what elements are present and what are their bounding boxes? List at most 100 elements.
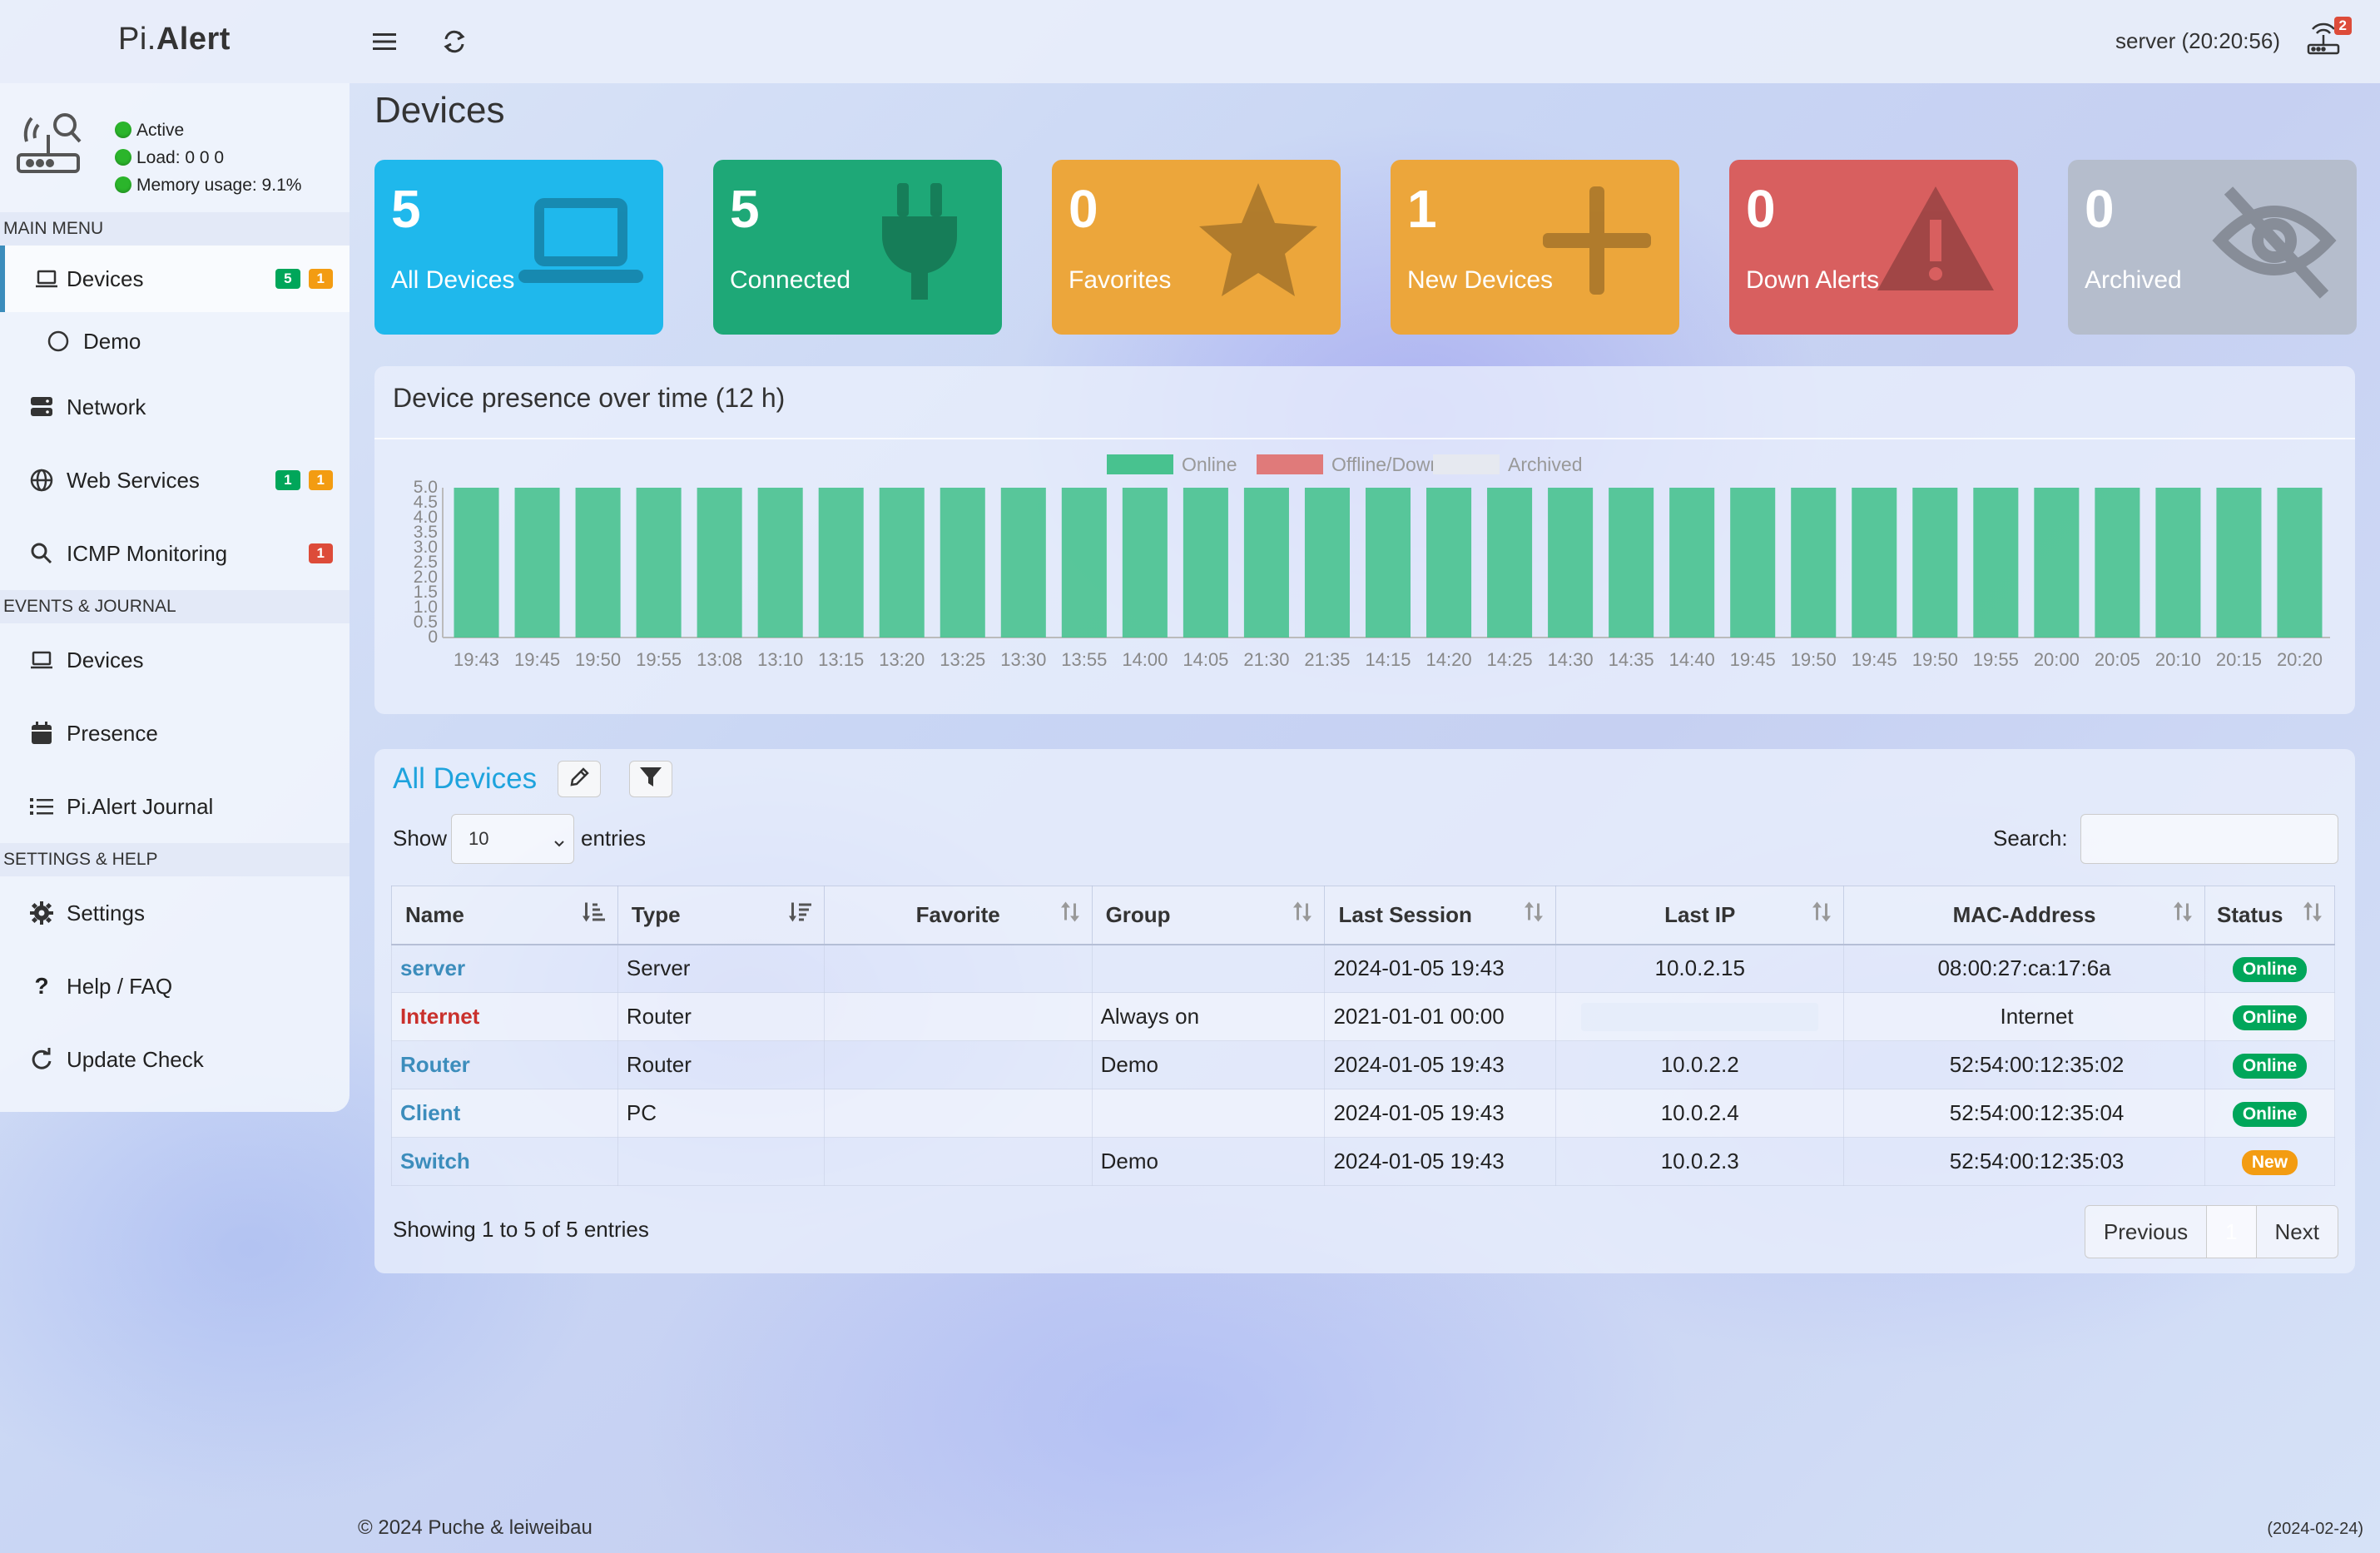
sort-icon bbox=[2303, 901, 2323, 929]
page-1-button[interactable]: 1 bbox=[2207, 1206, 2257, 1258]
y-tick-label: 3.5 bbox=[414, 523, 438, 542]
cell-type: Server bbox=[617, 944, 825, 993]
device-link[interactable]: Switch bbox=[400, 1149, 470, 1173]
laptop-icon bbox=[28, 647, 55, 673]
x-tick-label: 19:50 bbox=[575, 649, 621, 670]
col-type[interactable]: Type bbox=[617, 886, 825, 945]
cell-group bbox=[1091, 1089, 1326, 1138]
entries-select[interactable]: 10 bbox=[451, 814, 574, 864]
tile-connected[interactable]: 5 Connected bbox=[713, 160, 1002, 335]
cell-type: PC bbox=[617, 1089, 825, 1138]
col-mac-address[interactable]: MAC-Address bbox=[1843, 886, 2205, 945]
cell-type bbox=[617, 1137, 825, 1186]
filter-button[interactable] bbox=[629, 761, 672, 797]
sort-icon bbox=[1060, 901, 1080, 929]
table-row[interactable]: Switch Demo 2024-01-05 19:43 10.0.2.3 52… bbox=[391, 1137, 2336, 1186]
server-icon bbox=[28, 394, 55, 420]
search-input[interactable] bbox=[2080, 814, 2338, 864]
status-dot-icon bbox=[115, 122, 131, 138]
bar-online bbox=[1669, 488, 1715, 638]
refresh-icon[interactable] bbox=[438, 25, 471, 58]
x-tick-label: 14:40 bbox=[1669, 649, 1715, 670]
bar-online bbox=[454, 488, 499, 638]
sidebar-item-demo[interactable]: Demo bbox=[0, 312, 350, 370]
x-tick-label: 14:00 bbox=[1122, 649, 1168, 670]
bar-online bbox=[2155, 488, 2201, 638]
calendar-icon bbox=[28, 720, 55, 747]
x-tick-label: 14:30 bbox=[1548, 649, 1594, 670]
page-title: Devices bbox=[374, 90, 505, 131]
device-link[interactable]: server bbox=[400, 955, 466, 981]
tile-all-devices[interactable]: 5 All Devices bbox=[374, 160, 663, 335]
section-events-journal: EVENTS & JOURNAL bbox=[0, 590, 350, 623]
status-badge: Online bbox=[2232, 1054, 2308, 1079]
sidebar-item-devices[interactable]: Devices 5 1 bbox=[0, 246, 350, 312]
x-tick-label: 14:25 bbox=[1487, 649, 1533, 670]
col-last-ip[interactable]: Last IP bbox=[1555, 886, 1845, 945]
sidebar-item-settings[interactable]: Settings bbox=[0, 876, 350, 950]
presence-chart: Online Offline/Down Archived00.51.01.52.02… bbox=[414, 454, 2330, 670]
bar-online bbox=[818, 488, 864, 638]
x-tick-label: 19:55 bbox=[1973, 649, 2019, 670]
sidebar-item-web-services[interactable]: Web Services 1 1 bbox=[0, 444, 350, 517]
app-logo[interactable]: Pi.Alert bbox=[118, 22, 231, 57]
col-favorite[interactable]: Favorite bbox=[823, 886, 1093, 945]
tile-down-alerts[interactable]: 0 Down Alerts bbox=[1729, 160, 2018, 335]
status-load: Load: 0 0 0 bbox=[115, 144, 301, 171]
tile-archived[interactable]: 0 Archived bbox=[2068, 160, 2357, 335]
cell-group bbox=[1091, 944, 1326, 993]
table-row[interactable]: Internet Router Always on 2021-01-01 00:… bbox=[391, 992, 2336, 1041]
bar-online bbox=[1243, 488, 1289, 638]
top-header: Pi.Alert server (20:20:56) 2 bbox=[0, 0, 2380, 83]
chevron-down-icon bbox=[553, 831, 565, 853]
x-tick-label: 14:15 bbox=[1365, 649, 1411, 670]
sidebar-item-journal[interactable]: Pi.Alert Journal bbox=[0, 770, 350, 843]
edit-columns-button[interactable] bbox=[558, 761, 601, 797]
bar-online bbox=[1365, 488, 1411, 638]
table-row[interactable]: Client PC 2024-01-05 19:43 10.0.2.4 52:5… bbox=[391, 1089, 2336, 1138]
sort-icon bbox=[1812, 901, 1832, 929]
next-button[interactable]: Next bbox=[2274, 1218, 2319, 1244]
sidebar-item-network[interactable]: Network bbox=[0, 370, 350, 444]
cell-mac: 52:54:00:12:35:02 bbox=[1843, 1040, 2205, 1089]
table-title[interactable]: All Devices bbox=[393, 762, 538, 795]
router-search-icon bbox=[13, 107, 88, 181]
x-tick-label: 13:55 bbox=[1061, 649, 1107, 670]
chart-divider bbox=[374, 438, 2355, 439]
table-row[interactable]: Router Router Demo 2024-01-05 19:43 10.0… bbox=[391, 1040, 2336, 1089]
x-tick-label: 19:55 bbox=[636, 649, 682, 670]
table-row[interactable]: server Server 2024-01-05 19:43 10.0.2.15… bbox=[391, 944, 2336, 993]
cell-favorite bbox=[823, 1089, 1093, 1138]
hamburger-menu-icon[interactable] bbox=[368, 25, 401, 58]
notification-router-icon[interactable]: 2 bbox=[2305, 17, 2352, 63]
sidebar-item-presence[interactable]: Presence bbox=[0, 697, 350, 770]
list-icon bbox=[28, 793, 55, 820]
col-last-session[interactable]: Last Session bbox=[1324, 886, 1557, 945]
device-link[interactable]: Internet bbox=[400, 1004, 480, 1029]
col-group[interactable]: Group bbox=[1091, 886, 1326, 945]
tile-favorites[interactable]: 0 Favorites bbox=[1052, 160, 1341, 335]
sidebar-item-update-check[interactable]: Update Check bbox=[0, 1023, 350, 1096]
previous-button[interactable]: Previous bbox=[2085, 1206, 2208, 1258]
cell-ip bbox=[1555, 992, 1845, 1041]
x-tick-label: 20:20 bbox=[2277, 649, 2323, 670]
ip-placeholder-bar bbox=[1581, 1002, 1819, 1031]
sidebar-item-help[interactable]: ? Help / FAQ bbox=[0, 950, 350, 1023]
legend-label: Archived bbox=[1508, 454, 1582, 475]
plug-icon bbox=[857, 178, 982, 303]
bar-online bbox=[636, 488, 682, 638]
tile-new-devices[interactable]: 1 New Devices bbox=[1391, 160, 1679, 335]
sort-desc-icon bbox=[788, 901, 812, 929]
bar-online bbox=[940, 488, 985, 638]
col-name[interactable]: Name bbox=[391, 886, 618, 945]
sidebar-item-events-devices[interactable]: Devices bbox=[0, 623, 350, 697]
sidebar-item-icmp-monitoring[interactable]: ICMP Monitoring 1 bbox=[0, 517, 350, 590]
col-status[interactable]: Status bbox=[2204, 886, 2336, 945]
device-link[interactable]: Router bbox=[400, 1052, 470, 1077]
y-tick-label: 5.0 bbox=[414, 478, 438, 497]
chart-title: Device presence over time (12 h) bbox=[393, 383, 786, 413]
bar-online bbox=[1061, 488, 1107, 638]
x-tick-label: 20:15 bbox=[2216, 649, 2262, 670]
device-link[interactable]: Client bbox=[400, 1100, 461, 1125]
devices-badge-new: 1 bbox=[308, 269, 333, 289]
